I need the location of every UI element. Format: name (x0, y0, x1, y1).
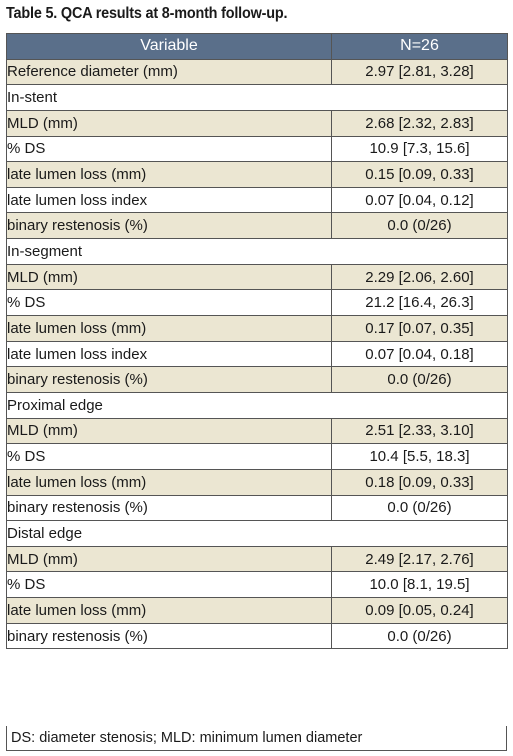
row-value: 0.0 (0/26) (331, 622, 508, 650)
row-value: 2.68 [2.32, 2.83] (331, 109, 508, 137)
row-value: 10.9 [7.3, 15.6] (331, 135, 508, 163)
row-value: 2.49 [2.17, 2.76] (331, 545, 508, 573)
table-row: late lumen loss (mm) 0.09 [0.05, 0.24] (6, 597, 508, 624)
row-label: late lumen loss (mm) (6, 315, 332, 342)
row-value: 0.0 (0/26) (331, 494, 508, 522)
table-row: late lumen loss (mm) 0.18 [0.09, 0.33] (6, 468, 508, 496)
table-row: % DS 10.9 [7.3, 15.6] (6, 135, 508, 163)
table-header-row: Variable N=26 (6, 33, 508, 60)
row-value: 21.2 [16.4, 26.3] (331, 289, 508, 317)
row-label: binary restenosis (%) (6, 366, 332, 393)
header-variable: Variable (6, 33, 332, 60)
table-row: late lumen loss (mm) 0.15 [0.09, 0.33] (6, 161, 508, 188)
table-row: binary restenosis (%) 0.0 (0/26) (6, 494, 508, 522)
section-title: Distal edge (6, 520, 332, 547)
row-label: MLD (mm) (6, 545, 332, 573)
section-row: Distal edge (6, 520, 508, 547)
row-label: late lumen loss index (6, 186, 332, 214)
row-value: 2.51 [2.33, 3.10] (331, 417, 508, 445)
section-empty-cell (331, 84, 508, 111)
row-value: 0.0 (0/26) (331, 212, 508, 240)
section-empty-cell (331, 238, 508, 265)
section-row: Proximal edge (6, 391, 508, 419)
row-label: % DS (6, 135, 332, 163)
table-row: % DS 10.4 [5.5, 18.3] (6, 443, 508, 470)
table-row: binary restenosis (%) 0.0 (0/26) (6, 622, 508, 650)
row-label: MLD (mm) (6, 263, 332, 291)
section-title: In-stent (6, 84, 332, 111)
table-row: MLD (mm) 2.29 [2.06, 2.60] (6, 263, 508, 291)
row-label: % DS (6, 443, 332, 470)
row-label: late lumen loss (mm) (6, 468, 332, 496)
row-value: 0.07 [0.04, 0.12] (331, 186, 508, 214)
row-label: binary restenosis (%) (6, 494, 332, 522)
row-value: 0.0 (0/26) (331, 366, 508, 393)
section-title: In-segment (6, 238, 332, 265)
row-value: 2.29 [2.06, 2.60] (331, 263, 508, 291)
row-label: late lumen loss index (6, 340, 332, 368)
row-label: MLD (mm) (6, 109, 332, 137)
section-row: In-segment (6, 238, 508, 265)
table-row: MLD (mm) 2.51 [2.33, 3.10] (6, 417, 508, 445)
row-label: Reference diameter (mm) (6, 58, 332, 86)
table-footnote: DS: diameter stenosis; MLD: minimum lume… (6, 726, 507, 751)
row-value: 0.09 [0.05, 0.24] (331, 597, 508, 624)
row-value: 0.18 [0.09, 0.33] (331, 468, 508, 496)
table-row: late lumen loss index 0.07 [0.04, 0.18] (6, 340, 508, 368)
table-caption: Table 5. QCA results at 8-month follow-u… (6, 5, 288, 22)
reference-diameter-row: Reference diameter (mm) 2.97 [2.81, 3.28… (6, 58, 508, 86)
section-empty-cell (331, 391, 508, 419)
qca-results-table: Variable N=26 Reference diameter (mm) 2.… (6, 33, 508, 650)
section-title: Proximal edge (6, 391, 332, 419)
row-value: 0.07 [0.04, 0.18] (331, 340, 508, 368)
table-row: MLD (mm) 2.49 [2.17, 2.76] (6, 545, 508, 573)
row-label: % DS (6, 571, 332, 599)
row-value: 0.17 [0.07, 0.35] (331, 315, 508, 342)
row-label: late lumen loss (mm) (6, 597, 332, 624)
table-row: MLD (mm) 2.68 [2.32, 2.83] (6, 109, 508, 137)
section-empty-cell (331, 520, 508, 547)
row-value: 10.0 [8.1, 19.5] (331, 571, 508, 599)
table-row: % DS 21.2 [16.4, 26.3] (6, 289, 508, 317)
section-row: In-stent (6, 84, 508, 111)
row-label: binary restenosis (%) (6, 212, 332, 240)
row-label: MLD (mm) (6, 417, 332, 445)
table-row: late lumen loss (mm) 0.17 [0.07, 0.35] (6, 315, 508, 342)
table-row: late lumen loss index 0.07 [0.04, 0.12] (6, 186, 508, 214)
row-value: 2.97 [2.81, 3.28] (331, 58, 508, 86)
row-value: 0.15 [0.09, 0.33] (331, 161, 508, 188)
row-value: 10.4 [5.5, 18.3] (331, 443, 508, 470)
table-row: binary restenosis (%) 0.0 (0/26) (6, 212, 508, 240)
row-label: % DS (6, 289, 332, 317)
table-row: % DS 10.0 [8.1, 19.5] (6, 571, 508, 599)
table-row: binary restenosis (%) 0.0 (0/26) (6, 366, 508, 393)
header-n: N=26 (331, 33, 508, 60)
row-label: binary restenosis (%) (6, 622, 332, 650)
row-label: late lumen loss (mm) (6, 161, 332, 188)
